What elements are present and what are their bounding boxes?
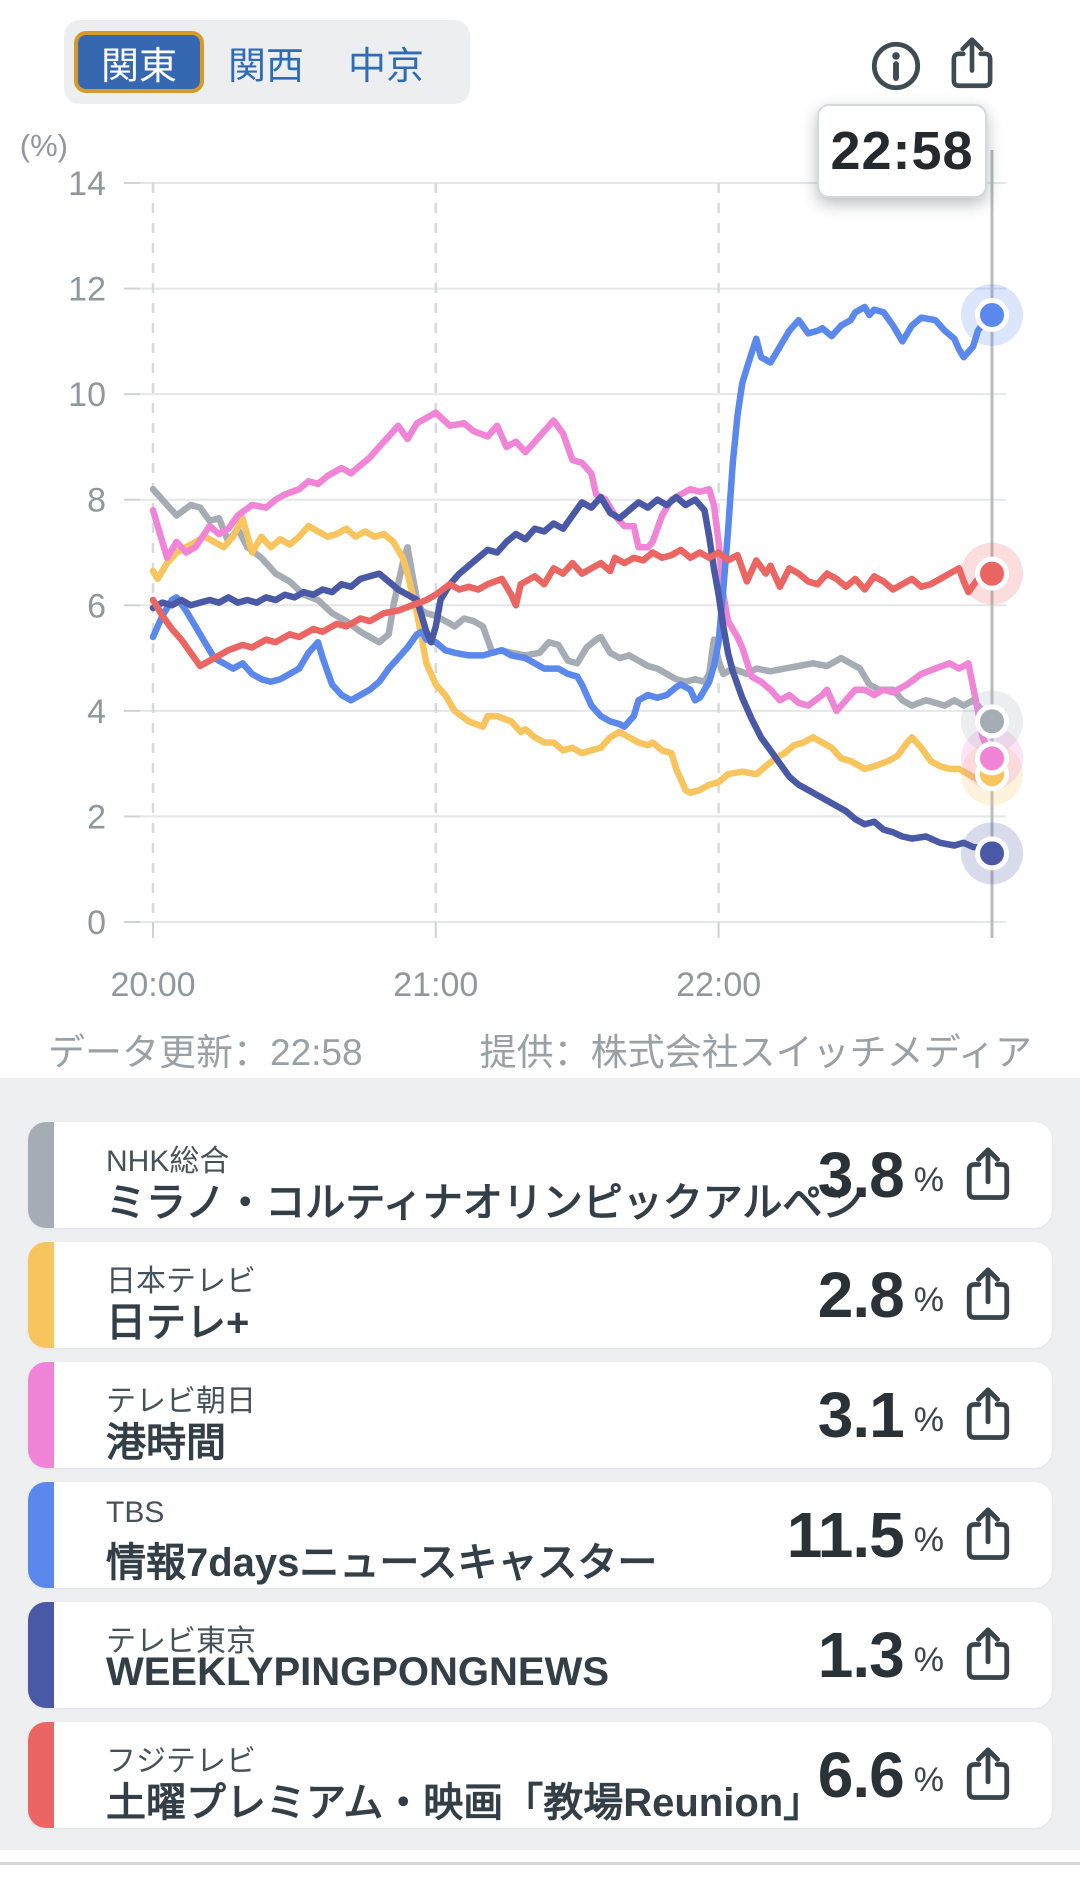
tab-chukyo[interactable]: 中京 [347,45,424,88]
channel-card[interactable]: テレビ朝日 港時間 3.1 % [28,1362,1052,1468]
rating-unit: % [913,1280,944,1319]
program-title: 日テレ+ [106,1301,250,1345]
station-name: テレビ朝日 [106,1385,256,1418]
program-title: 港時間 [106,1421,226,1465]
info-button[interactable] [868,38,924,94]
svg-text:22:00: 22:00 [676,966,761,1004]
program-title: ミラノ・コルティナオリンピックアルペン [106,1181,863,1225]
share-button[interactable] [944,36,1000,92]
region-tabbar: 関東 関西 中京 [64,20,470,104]
station-name: NHK総合 [106,1145,230,1178]
rating-value: 6.6 [817,1739,905,1811]
channel-card[interactable]: TBS 情報7daysニュースキャスター 11.5 % [28,1482,1052,1588]
rating-value: 3.8 [817,1139,905,1211]
channel-color-bar [28,1602,54,1708]
info-icon [871,41,921,91]
rating-value: 11.5 [786,1499,905,1571]
channel-color-bar [28,1122,54,1228]
rating-unit: % [913,1640,944,1679]
channel-card[interactable]: 日本テレビ 日テレ+ 2.8 % [28,1242,1052,1348]
tab-kansai[interactable]: 関西 [227,45,304,88]
svg-text:6: 6 [87,587,106,625]
svg-text:21:00: 21:00 [393,966,478,1004]
station-name: 日本テレビ [106,1265,256,1298]
share-icon[interactable] [960,1505,1016,1565]
ratings-chart[interactable]: 0 2 4 6 8 10 12 14(%) 20:00 21:00 22:00 [0,0,1080,1010]
svg-text:12: 12 [68,271,106,309]
program-title: WEEKLYPINGPONGNEWS [106,1650,610,1694]
program-title: 情報7daysニュースキャスター [106,1541,658,1585]
rating-value: 1.3 [817,1619,905,1691]
rating-value: 3.1 [817,1379,905,1451]
rating-unit: % [913,1760,944,1799]
station-name: テレビ東京 [106,1625,256,1658]
rating-unit: % [913,1400,944,1439]
current-time-tooltip: 22:58 [817,104,987,198]
channel-list: NHK総合 ミラノ・コルティナオリンピックアルペン 3.8 % 日本テレビ 日テ… [0,1078,1080,1850]
channel-color-bar [28,1362,54,1468]
share-icon[interactable] [960,1265,1016,1325]
share-icon[interactable] [960,1745,1016,1805]
share-icon [951,37,993,89]
svg-text:14: 14 [68,165,106,203]
bottom-divider [0,1862,1080,1865]
station-name: TBS [106,1496,165,1529]
channel-color-bar [28,1242,54,1348]
svg-text:4: 4 [87,693,106,731]
svg-text:0: 0 [87,904,106,942]
rating-unit: % [913,1520,944,1559]
channel-color-bar [28,1482,54,1588]
tab-kanto[interactable]: 関東 [74,31,204,93]
bottom-sheet-edge [0,1850,1080,1896]
svg-text:2: 2 [87,798,106,836]
rating-unit: % [913,1160,944,1199]
channel-card[interactable]: NHK総合 ミラノ・コルティナオリンピックアルペン 3.8 % [28,1122,1052,1228]
svg-text:8: 8 [87,482,106,520]
svg-text:10: 10 [68,376,106,414]
svg-text:20:00: 20:00 [110,966,195,1004]
rating-value: 2.8 [817,1259,905,1331]
channel-card[interactable]: フジテレビ 土曜プレミアム・映画「教場Reunion」 6.6 % [28,1722,1052,1828]
share-icon[interactable] [960,1385,1016,1445]
share-icon[interactable] [960,1145,1016,1205]
channel-card[interactable]: テレビ東京 WEEKLYPINGPONGNEWS 1.3 % [28,1602,1052,1708]
svg-text:(%): (%) [20,128,68,163]
data-updated-label: データ更新：22:58 [48,1032,363,1073]
current-time-label: 22:58 [830,121,974,181]
channel-color-bar [28,1722,54,1828]
chart-meta-row: データ更新：22:58 提供：株式会社スイッチメディア [48,1022,1032,1076]
station-name: フジテレビ [106,1745,256,1778]
program-title: 土曜プレミアム・映画「教場Reunion」 [106,1781,824,1825]
data-provider-label: 提供：株式会社スイッチメディア [479,1032,1032,1073]
share-icon[interactable] [960,1625,1016,1685]
